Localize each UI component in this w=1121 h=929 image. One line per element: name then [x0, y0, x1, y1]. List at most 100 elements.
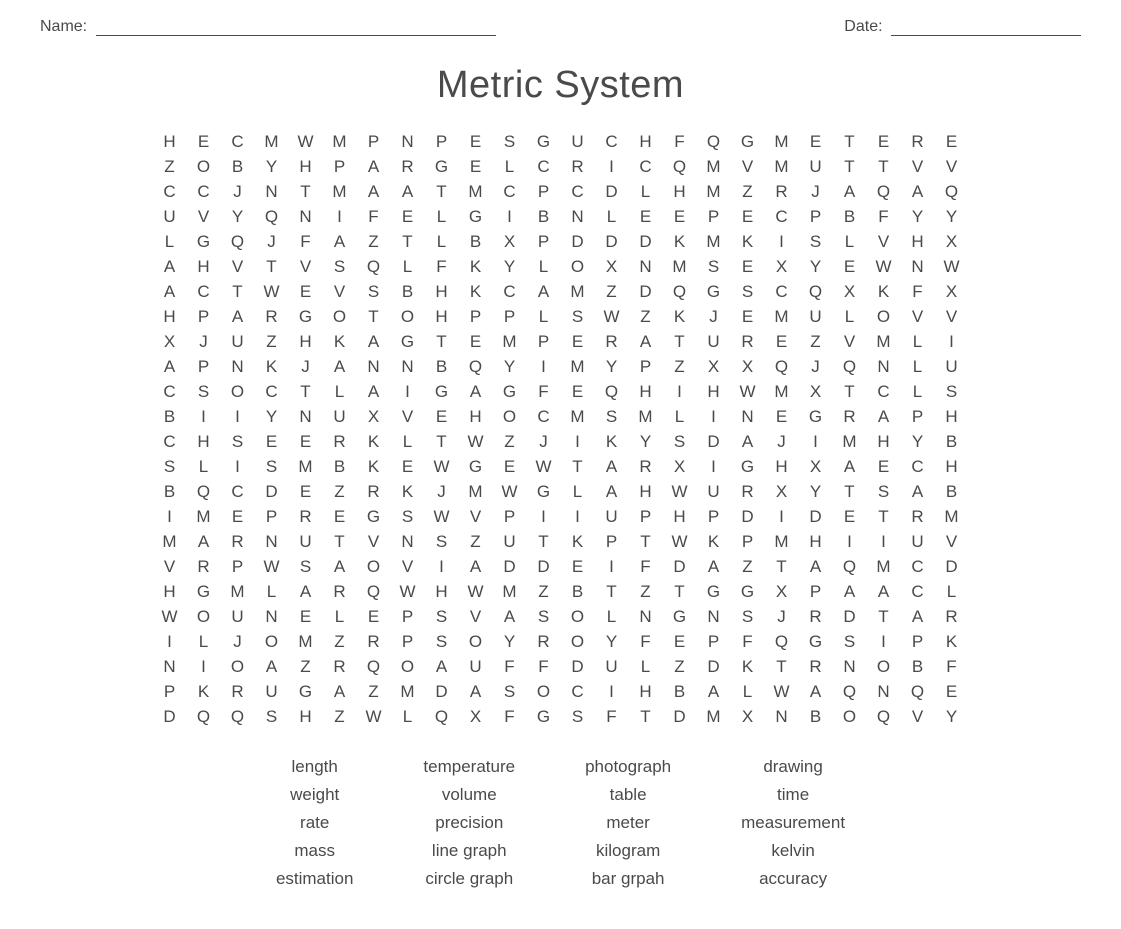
grid-cell: N	[221, 354, 255, 379]
grid-cell: X	[731, 354, 765, 379]
grid-cell: E	[493, 454, 527, 479]
grid-cell: A	[595, 454, 629, 479]
grid-cell: J	[221, 629, 255, 654]
grid-cell: S	[493, 679, 527, 704]
grid-cell: G	[289, 679, 323, 704]
grid-cell: T	[221, 279, 255, 304]
grid-cell: Q	[833, 354, 867, 379]
name-field[interactable]: Name:	[40, 18, 496, 36]
grid-row: HGMLARQWHWMZBTZTGGXPAACL	[153, 579, 969, 604]
grid-cell: P	[901, 629, 935, 654]
word-bank-column: drawingtimemeasurementkelvinaccuracy	[741, 757, 845, 889]
grid-cell: M	[323, 129, 357, 154]
grid-cell: R	[323, 579, 357, 604]
grid-cell: M	[867, 554, 901, 579]
grid-cell: E	[629, 204, 663, 229]
grid-cell: M	[765, 129, 799, 154]
grid-cell: A	[153, 254, 187, 279]
grid-cell: X	[833, 279, 867, 304]
grid-cell: W	[391, 579, 425, 604]
grid-cell: A	[901, 479, 935, 504]
grid-cell: A	[187, 529, 221, 554]
grid-cell: B	[153, 404, 187, 429]
grid-cell: M	[867, 329, 901, 354]
worksheet-title: Metric System	[40, 64, 1081, 107]
grid-cell: H	[629, 379, 663, 404]
grid-cell: Y	[629, 429, 663, 454]
grid-cell: W	[663, 529, 697, 554]
grid-cell: C	[187, 279, 221, 304]
grid-cell: R	[799, 654, 833, 679]
grid-cell: V	[391, 554, 425, 579]
grid-cell: N	[561, 204, 595, 229]
grid-cell: N	[289, 404, 323, 429]
grid-cell: P	[459, 304, 493, 329]
grid-cell: C	[527, 404, 561, 429]
grid-cell: A	[833, 579, 867, 604]
grid-cell: K	[255, 354, 289, 379]
grid-cell: S	[493, 129, 527, 154]
grid-cell: U	[255, 679, 289, 704]
grid-cell: N	[765, 704, 799, 729]
grid-cell: R	[357, 479, 391, 504]
grid-cell: D	[493, 554, 527, 579]
grid-cell: V	[323, 279, 357, 304]
word-bank: lengthweightratemassestimationtemperatur…	[40, 757, 1081, 889]
grid-cell: V	[187, 204, 221, 229]
grid-cell: P	[425, 129, 459, 154]
grid-row: NIOAZRQOAUFFDULZDKTRNOBF	[153, 654, 969, 679]
grid-cell: P	[629, 504, 663, 529]
date-blank-line[interactable]	[891, 21, 1081, 36]
grid-cell: I	[595, 154, 629, 179]
grid-cell: J	[221, 179, 255, 204]
grid-cell: P	[799, 204, 833, 229]
date-field[interactable]: Date:	[844, 18, 1081, 36]
grid-cell: W	[867, 254, 901, 279]
grid-cell: G	[731, 454, 765, 479]
grid-cell: F	[867, 204, 901, 229]
grid-cell: S	[561, 304, 595, 329]
grid-cell: M	[765, 154, 799, 179]
grid-cell: O	[561, 254, 595, 279]
grid-cell: M	[255, 129, 289, 154]
grid-cell: Z	[357, 679, 391, 704]
grid-cell: A	[629, 329, 663, 354]
grid-cell: S	[731, 604, 765, 629]
grid-cell: T	[833, 129, 867, 154]
grid-cell: T	[833, 379, 867, 404]
grid-cell: I	[527, 504, 561, 529]
grid-cell: K	[867, 279, 901, 304]
grid-cell: S	[595, 404, 629, 429]
grid-cell: Y	[799, 479, 833, 504]
grid-cell: W	[527, 454, 561, 479]
header-row: Name: Date:	[40, 18, 1081, 36]
grid-cell: P	[799, 579, 833, 604]
grid-cell: W	[425, 454, 459, 479]
grid-cell: T	[425, 429, 459, 454]
grid-cell: D	[833, 604, 867, 629]
word-bank-item: kilogram	[596, 841, 660, 861]
grid-cell: L	[391, 429, 425, 454]
grid-cell: W	[255, 554, 289, 579]
grid-cell: E	[833, 504, 867, 529]
word-bank-item: precision	[435, 813, 503, 833]
grid-cell: Q	[221, 704, 255, 729]
grid-cell: I	[561, 504, 595, 529]
grid-cell: T	[289, 179, 323, 204]
name-blank-line[interactable]	[96, 21, 496, 36]
grid-cell: J	[799, 354, 833, 379]
grid-cell: C	[561, 179, 595, 204]
grid-cell: Y	[255, 154, 289, 179]
grid-cell: U	[799, 154, 833, 179]
grid-cell: O	[493, 404, 527, 429]
word-bank-column: lengthweightratemassestimation	[276, 757, 353, 889]
grid-cell: F	[493, 704, 527, 729]
grid-cell: P	[527, 329, 561, 354]
grid-cell: P	[187, 304, 221, 329]
grid-cell: V	[391, 404, 425, 429]
grid-cell: C	[867, 379, 901, 404]
grid-row: HECMWMPNPESGUCHFQGMETERE	[153, 129, 969, 154]
grid-cell: I	[765, 229, 799, 254]
grid-cell: Z	[595, 279, 629, 304]
grid-cell: S	[561, 704, 595, 729]
